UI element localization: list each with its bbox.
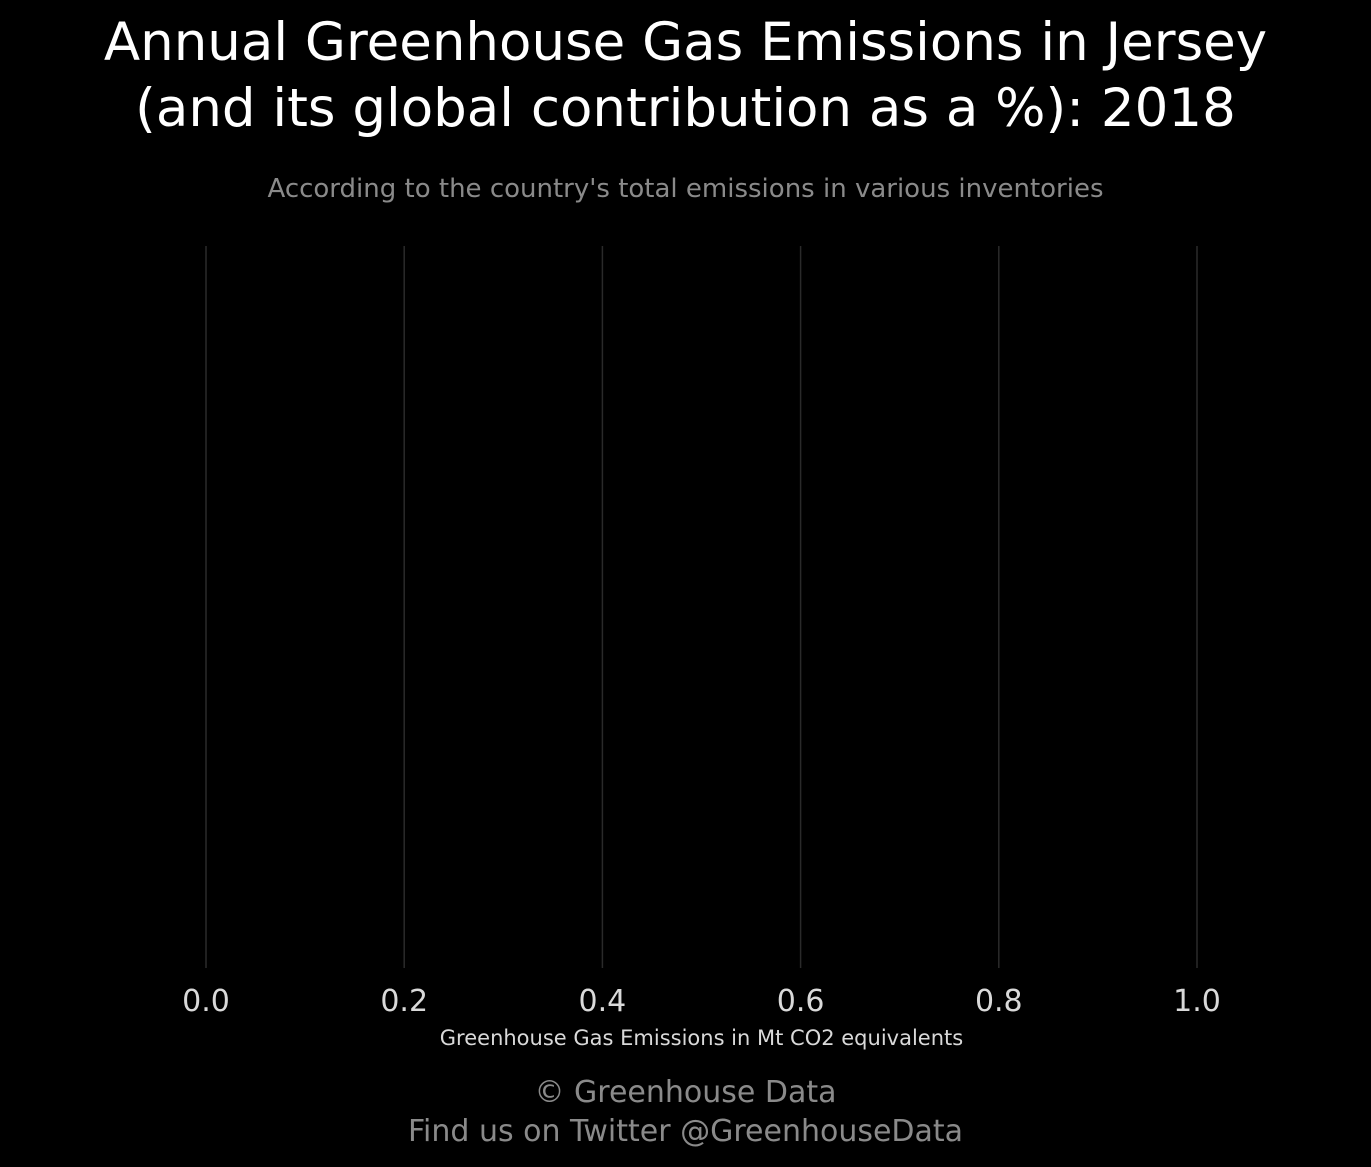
footer-credit: © Greenhouse Data bbox=[534, 1075, 837, 1110]
x-tick-label: 0.8 bbox=[975, 984, 1023, 1019]
x-tick-labels: 0.0 0.2 0.4 0.6 0.8 1.0 bbox=[182, 984, 1221, 1019]
grid-lines bbox=[205, 246, 1198, 968]
x-tick-label: 0.4 bbox=[579, 984, 627, 1019]
footer-twitter: Find us on Twitter @GreenhouseData bbox=[407, 1114, 964, 1149]
x-axis-label: Greenhouse Gas Emissions in Mt CO2 equiv… bbox=[439, 1026, 964, 1050]
x-tick-label: 0.2 bbox=[380, 984, 428, 1019]
x-tick-label: 0.6 bbox=[777, 984, 825, 1019]
chart-title-line-1: Annual Greenhouse Gas Emissions in Jerse… bbox=[103, 12, 1268, 73]
chart-title: Annual Greenhouse Gas Emissions in Jerse… bbox=[0, 10, 1371, 142]
x-tick-label: 0.0 bbox=[182, 984, 230, 1019]
chart-title-line-2: (and its global contribution as a %): 20… bbox=[135, 78, 1236, 139]
x-tick-label: 1.0 bbox=[1173, 984, 1221, 1019]
chart-subtitle: According to the country's total emissio… bbox=[267, 174, 1104, 204]
